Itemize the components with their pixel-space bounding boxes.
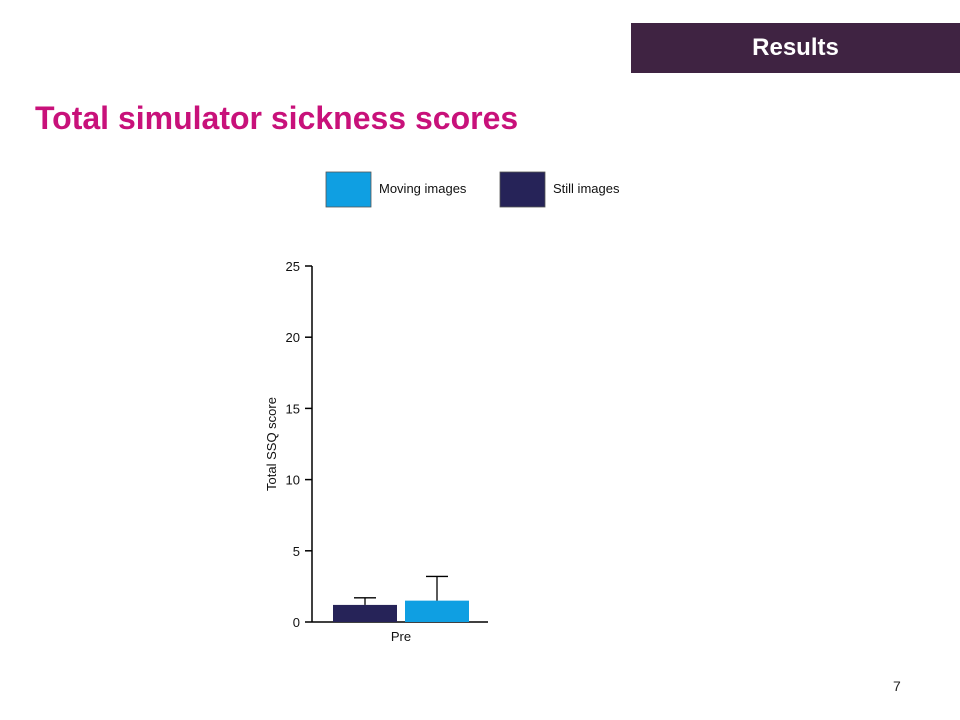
chart-legend: Moving images Still images xyxy=(325,171,620,208)
bar-still-images xyxy=(333,604,397,622)
legend-label-moving-images: Moving images xyxy=(379,181,467,196)
slide-title: Total simulator sickness scores xyxy=(35,100,519,136)
x-tick-label: Pre xyxy=(391,629,411,644)
y-tick-label: 0 xyxy=(293,615,300,630)
legend-swatch-still-images xyxy=(499,171,546,208)
y-tick-label: 15 xyxy=(286,401,300,416)
chart-axes: 0 5 10 15 20 25 Total SSQ score Pre xyxy=(264,259,488,644)
legend-swatch-moving-images xyxy=(325,171,372,208)
section-tab: Results xyxy=(631,23,960,73)
page-number: 7 xyxy=(893,678,901,694)
y-tick-label: 20 xyxy=(286,330,300,345)
bar-moving-images xyxy=(405,600,469,622)
y-axis-label: Total SSQ score xyxy=(264,397,279,491)
chart-bars xyxy=(333,575,469,622)
y-tick-label: 25 xyxy=(286,259,300,274)
legend-label-still-images: Still images xyxy=(553,181,620,196)
y-tick-label: 10 xyxy=(286,473,300,488)
section-label: Results xyxy=(752,34,839,61)
y-tick-label: 5 xyxy=(293,544,300,559)
